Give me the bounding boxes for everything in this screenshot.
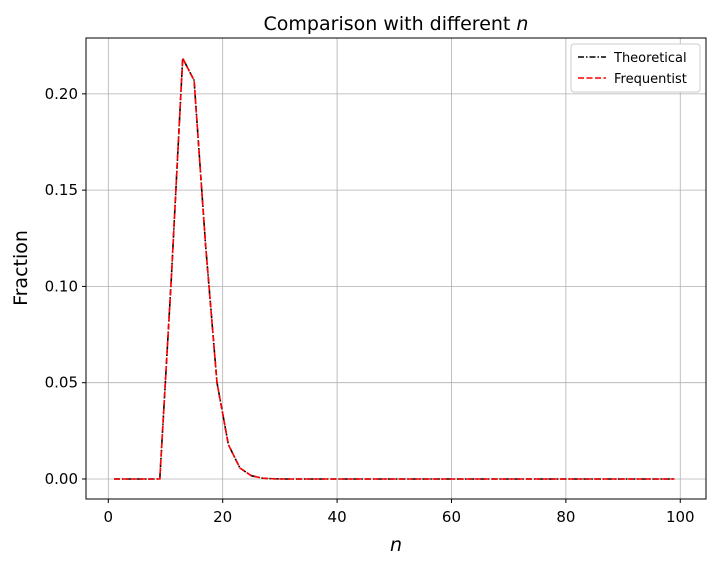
x-tick-label: 100 <box>666 508 695 526</box>
chart-title: Comparison with different n <box>264 13 529 35</box>
y-tick-label: 0.20 <box>45 85 78 103</box>
x-tick-label: 0 <box>104 508 114 526</box>
x-axis-label: n <box>390 534 402 556</box>
x-tick-label: 60 <box>442 508 461 526</box>
ticks: 0 20 40 60 80 100 0.00 0.05 0.10 0.15 0.20 <box>45 85 695 526</box>
grid <box>86 38 706 499</box>
legend-label-frequentist: Frequentist <box>614 72 687 87</box>
series-line-theoretical <box>114 55 675 480</box>
y-tick-label: 0.05 <box>45 374 78 392</box>
plot-frame <box>85 37 707 500</box>
x-tick-label: 20 <box>213 508 232 526</box>
series-lines <box>114 55 675 480</box>
legend: Theoretical Frequentist <box>570 43 701 93</box>
y-tick-label: 0.10 <box>45 277 78 295</box>
x-tick-label: 80 <box>556 508 575 526</box>
y-axis-label: Fraction <box>10 230 32 306</box>
legend-box <box>570 43 701 93</box>
y-tick-label: 0.00 <box>45 470 78 488</box>
y-tick-label: 0.15 <box>45 181 78 199</box>
legend-label-theoretical: Theoretical <box>613 51 687 66</box>
x-tick-label: 40 <box>328 508 347 526</box>
series-line-frequentist <box>114 55 675 480</box>
